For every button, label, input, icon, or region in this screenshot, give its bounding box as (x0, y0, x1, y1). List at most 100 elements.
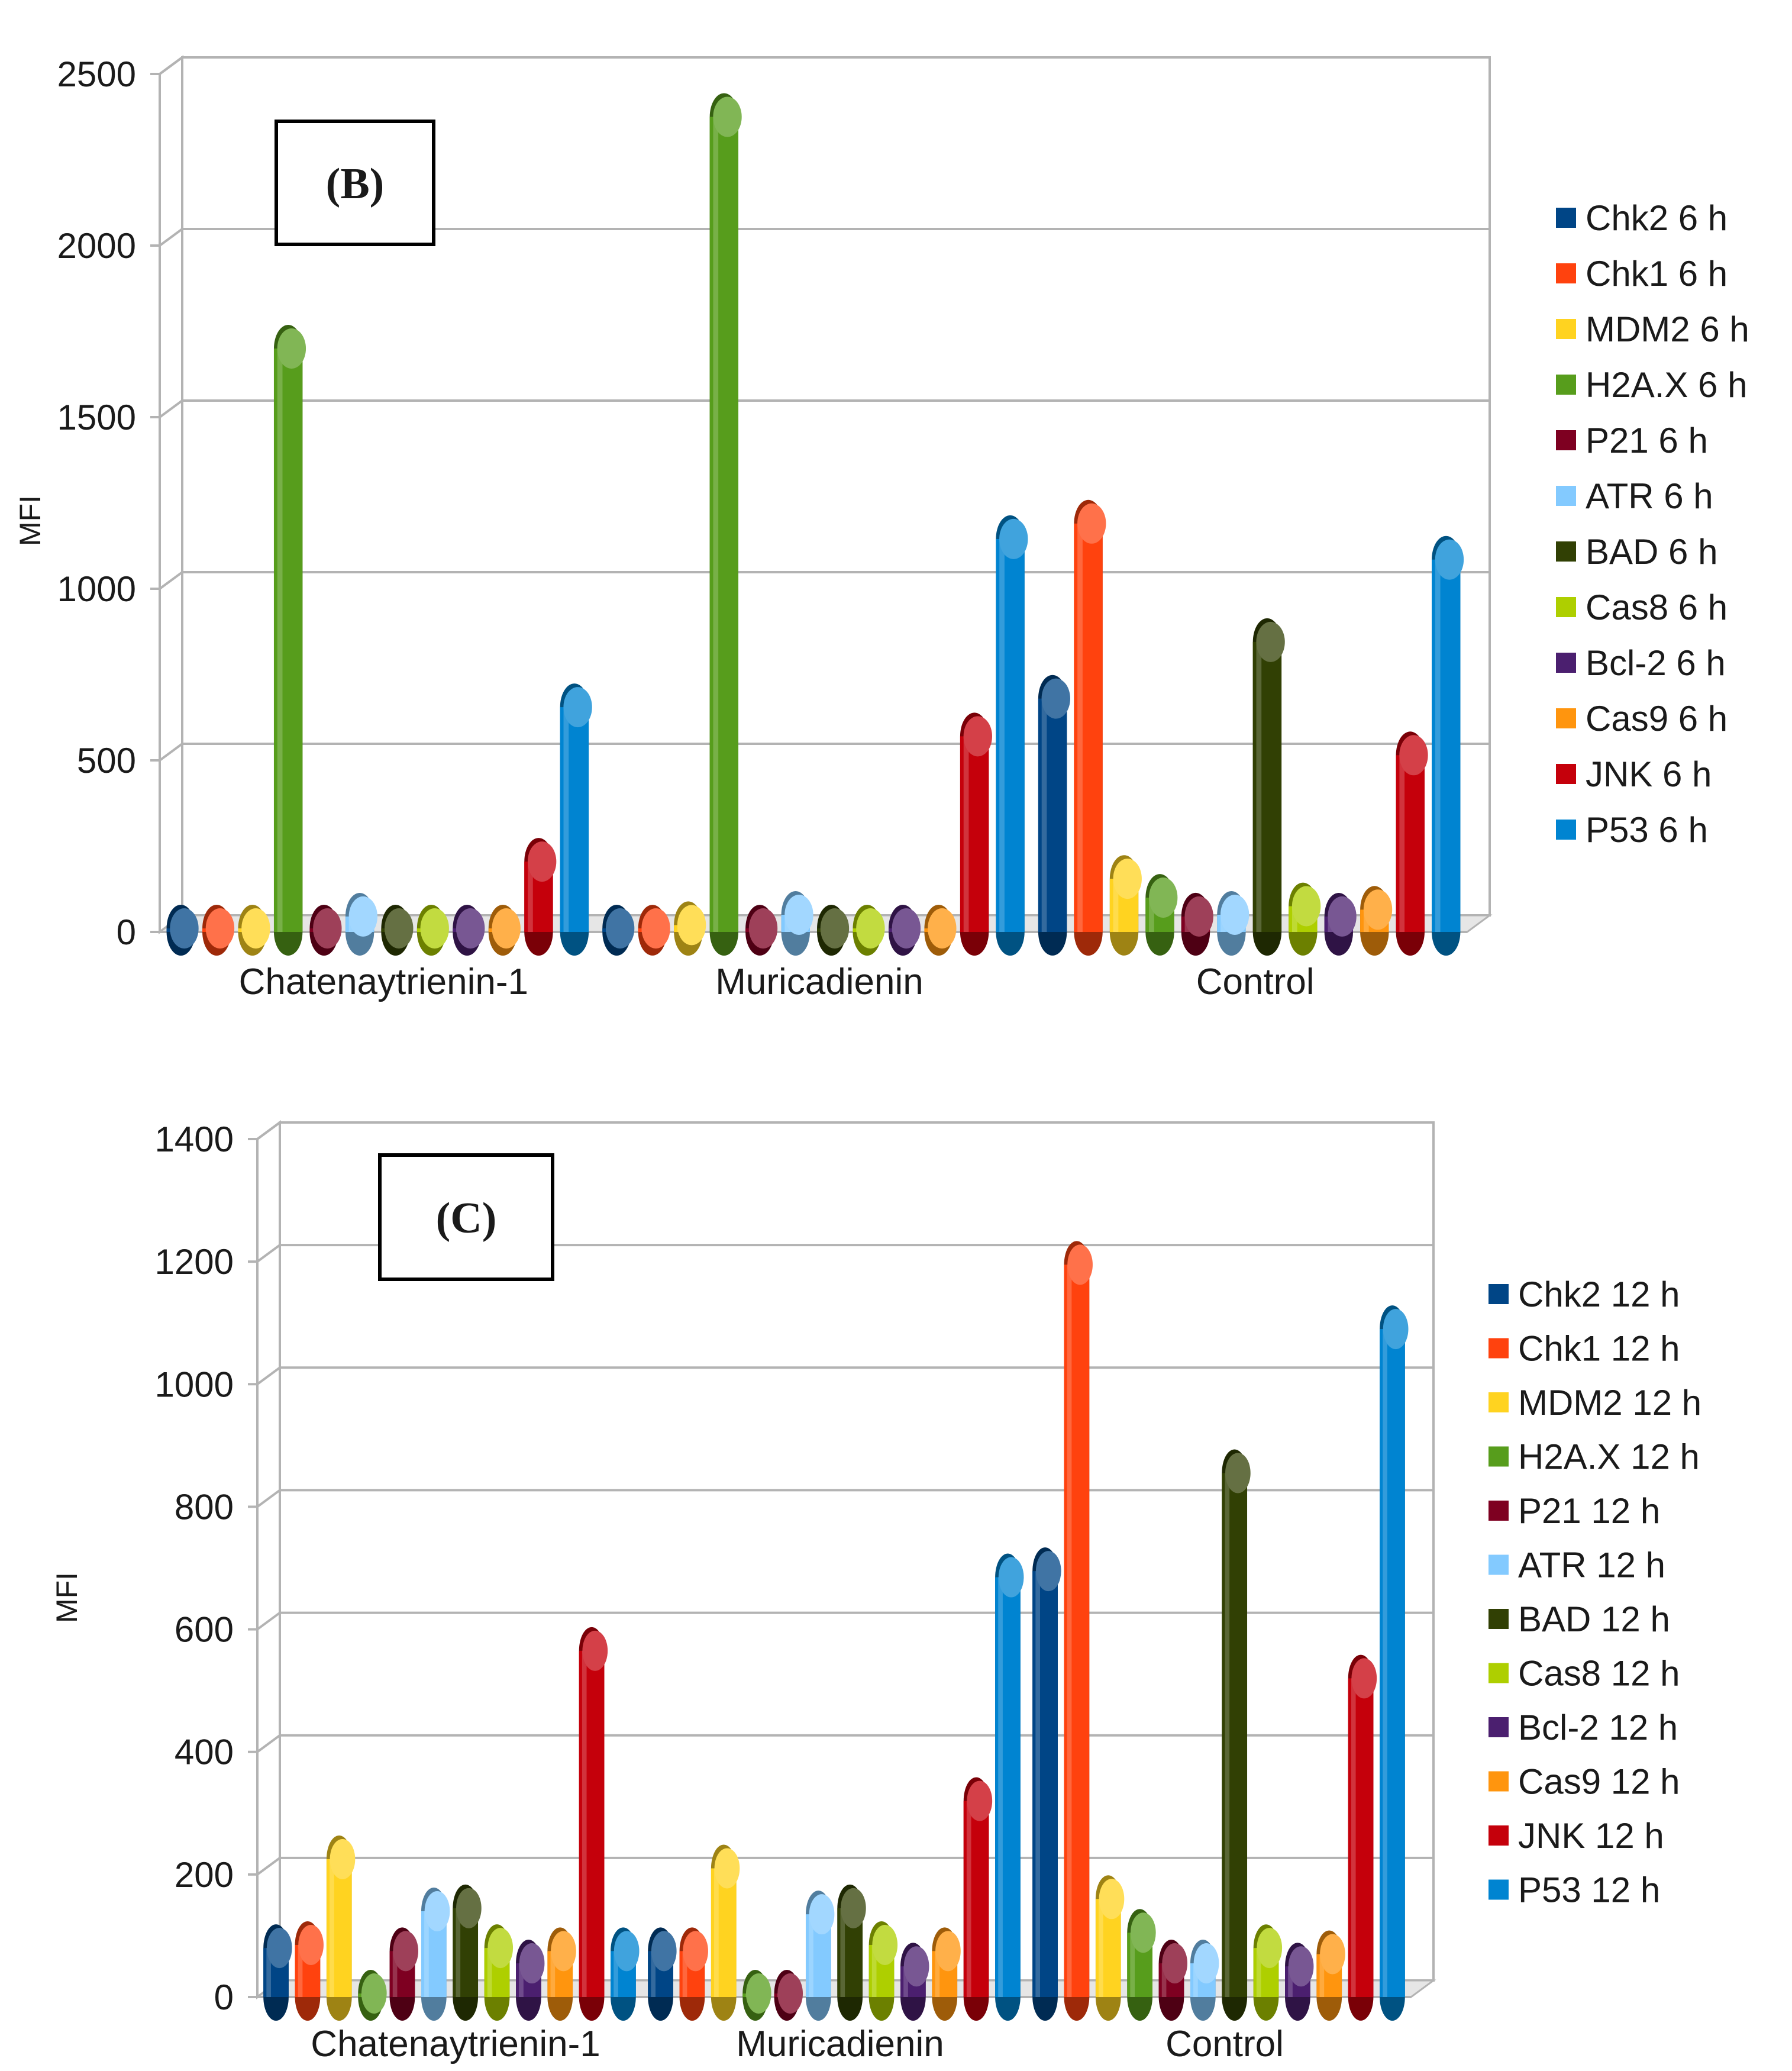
chart-c-bar (1380, 1305, 1409, 2021)
chart-c-bar-cap (361, 1973, 387, 2014)
chart-b-bar (1396, 731, 1428, 956)
chart-c-legend-swatch (1489, 1771, 1509, 1792)
chart-c-bar-cap (967, 1780, 993, 1821)
chart-c-bar-cap (424, 1891, 450, 1931)
chart-b-bar-cap (1328, 896, 1357, 937)
chart-c-bar-highlight (809, 1914, 813, 1997)
chart-c-bar (358, 1970, 387, 2021)
chart-c-legend-swatch (1489, 1554, 1509, 1575)
chart-c-bar (648, 1927, 677, 2021)
chart-b-bar-highlight (1435, 559, 1441, 932)
chart-b-bar-cap (1291, 886, 1321, 927)
chart-c-legend-label: Cas8 12 h (1518, 1654, 1680, 1693)
chart-b-legend-swatch (1556, 541, 1576, 562)
chart-c-bar-highlight (1099, 1899, 1103, 1997)
chart-c-bar-highlight (519, 1963, 524, 1997)
chart-b-bar-highlight (1041, 698, 1047, 932)
chart-c-bar-cap (1067, 1244, 1093, 1285)
chart-b-bar-cap (1435, 539, 1464, 580)
chart-c-bar-cap (1351, 1658, 1377, 1699)
chart-b-bar-cap (677, 905, 706, 946)
chart-b-bar (1181, 892, 1213, 956)
chart-b-bar-cap (385, 908, 414, 949)
chart-c: 0 200 400 600 800 1000 1200 1400 Chatenaytrienin… (50, 1120, 1701, 2064)
chart-c-legend-swatch (1489, 1501, 1509, 1521)
chart-c-bar (389, 1927, 419, 2021)
chart-c-bar (295, 1921, 324, 2021)
chart-b-bar-highlight (277, 349, 283, 932)
chart-b-legend-label: P53 6 h (1586, 810, 1708, 850)
chart-b-legend-swatch (1556, 653, 1576, 673)
chart-b-bars (166, 93, 1464, 956)
chart-b-legend-item: JNK 6 h (1556, 754, 1712, 794)
chart-b-bar (853, 905, 885, 956)
chart-b-legend-item: H2A.X 6 h (1556, 365, 1748, 405)
chart-c-bar-cap (298, 1924, 324, 1965)
chart-b-bar (674, 901, 706, 956)
chart-c-legend-item: P21 12 h (1489, 1491, 1660, 1531)
chart-c-gridline-side (256, 1857, 281, 1876)
chart-c-bar-highlight (1225, 1473, 1230, 1997)
chart-c-bar-cap (1099, 1879, 1125, 1920)
chart-c-legend-swatch (1489, 1879, 1509, 1900)
chart-b-bar-highlight (999, 538, 1005, 932)
chart-b-legend-swatch (1556, 208, 1576, 228)
chart-c-legend-swatch (1489, 1338, 1509, 1359)
chart-b-bar-cap (527, 841, 557, 882)
chart-b-bar-cap (713, 96, 742, 137)
chart-c-category-label: Chatenaytrienin-1 (311, 2024, 600, 2064)
chart-c-legend-item: Cas8 12 h (1489, 1654, 1680, 1693)
chart-c-bar-cap (998, 1557, 1024, 1598)
chart-c-legend-item: P53 12 h (1489, 1870, 1660, 1910)
chart-b-legend-item: BAD 6 h (1556, 532, 1717, 572)
chart-c-bar-highlight (424, 1911, 429, 1997)
chart-b-gridline-side (159, 228, 183, 247)
chart-b-side-wall (159, 55, 183, 934)
chart-b-legend-item: Bcl-2 6 h (1556, 643, 1726, 683)
chart-c-gridline-side (256, 1611, 281, 1631)
chart-c-bar (679, 1927, 708, 2021)
chart-b-category-label: Muricadienin (715, 962, 924, 1002)
chart-c-bar-cap (1288, 1946, 1314, 1987)
chart-b-bar-cap (1041, 678, 1070, 719)
chart-c-bar (1285, 1943, 1314, 2021)
chart-c-bar-cap (1130, 1912, 1156, 1953)
chart-c-bar-cap (872, 1924, 898, 1965)
chart-c-bar-cap (551, 1931, 576, 1972)
chart-c-bar-highlight (1288, 1966, 1293, 1997)
chart-b-bar-cap (492, 908, 521, 949)
chart-c-bar-cap (519, 1943, 545, 1984)
chart-c-y-tick-label: 0 (214, 1978, 234, 2017)
chart-c-legend-swatch (1489, 1284, 1509, 1304)
chart-b-bar-highlight (1149, 898, 1154, 932)
chart-b-bar-cap (605, 908, 635, 949)
chart-c-legend-item: MDM2 12 h (1489, 1383, 1701, 1422)
chart-b-bar-highlight (1256, 641, 1262, 932)
chart-c-bar-highlight (935, 1951, 940, 1997)
chart-b-bar (1145, 874, 1178, 956)
chart-b-legend-item: Cas8 6 h (1556, 588, 1728, 627)
chart-c-bar (326, 1835, 356, 2021)
chart-c-gridline-side (256, 1734, 281, 1753)
chart-c-bar-cap (903, 1946, 929, 1987)
chart-c-bar (611, 1927, 640, 2021)
chart-b-bar (781, 891, 813, 956)
chart-b-legend-swatch (1556, 263, 1576, 283)
chart-b-bar-cap (928, 908, 957, 949)
chart-b-bar-cap (820, 908, 850, 949)
chart-b-bar (1324, 893, 1357, 956)
chart-c-bar (868, 1921, 898, 2021)
chart-b-bar-cap (748, 908, 778, 949)
chart-c-bar-cap (1193, 1943, 1219, 1984)
chart-c-bar-cap (683, 1931, 708, 1972)
chart-b-bar (166, 905, 199, 956)
chart-c-bar (963, 1777, 993, 2021)
chart-c-y-axis-label: MFI (50, 1572, 83, 1623)
chart-c-legend-swatch (1489, 1609, 1509, 1629)
chart-c-bar (1158, 1940, 1188, 2021)
chart-b-bar (1109, 855, 1142, 956)
chart-b-bar-highlight (528, 862, 533, 932)
chart-c-legend-label: MDM2 12 h (1518, 1383, 1701, 1422)
chart-c-legend-label: P21 12 h (1518, 1491, 1660, 1531)
chart-b-bar-highlight (1113, 879, 1119, 932)
